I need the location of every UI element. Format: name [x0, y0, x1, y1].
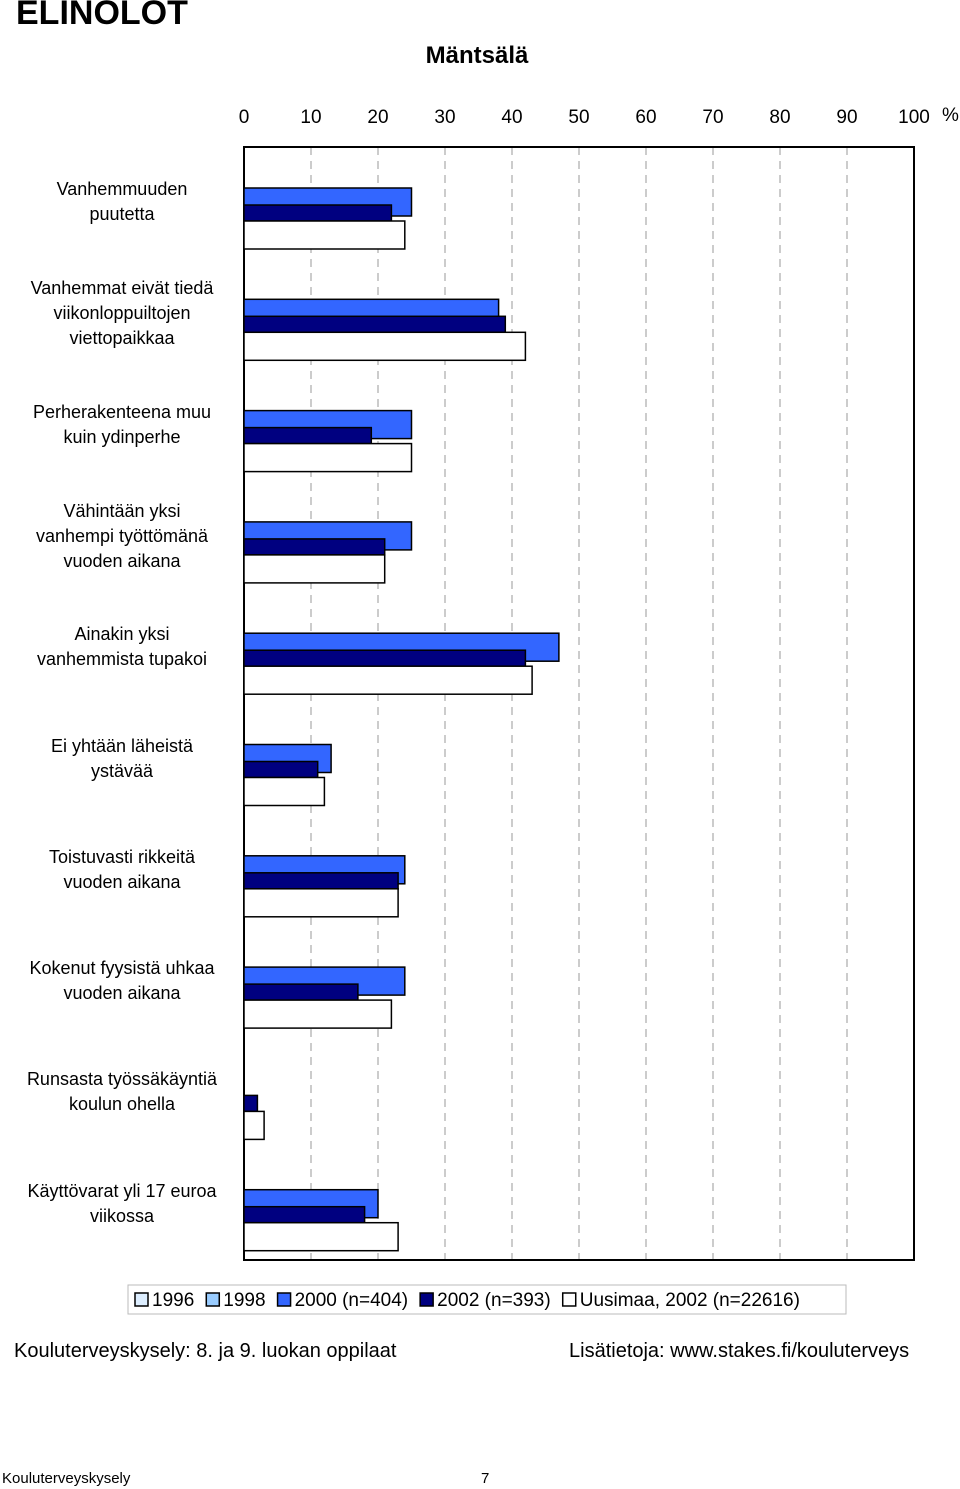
- x-unit: %: [942, 105, 959, 126]
- x-tick-label: 60: [635, 107, 656, 128]
- bar: [243, 999, 393, 1029]
- bar: [243, 315, 507, 334]
- chart-title: Mäntsälä: [425, 42, 529, 69]
- bar: [243, 220, 406, 250]
- x-tick-label: 40: [501, 107, 522, 128]
- x-tick-label: 80: [769, 107, 790, 128]
- bar: [243, 204, 393, 222]
- x-tick-label: 90: [836, 107, 857, 128]
- x-tick-label: 100: [898, 107, 930, 128]
- page-number: 7: [481, 1470, 490, 1487]
- header: ELINOLOT: [16, 0, 188, 32]
- category-label: Käyttövarat yli 17 euroa viikossa: [27, 1180, 217, 1226]
- bar: [243, 665, 533, 695]
- bar: [243, 554, 386, 584]
- legend-label: 2000 (n=404): [295, 1290, 409, 1311]
- category-label: Kokenut fyysistä uhkaa vuoden aikana: [29, 958, 215, 1004]
- legend-label: 1996: [152, 1290, 194, 1311]
- legend-label: 2002 (n=393): [437, 1290, 551, 1311]
- bar: [243, 1110, 265, 1141]
- bar: [243, 649, 527, 667]
- bar: [243, 426, 373, 445]
- bar: [243, 760, 319, 779]
- category-label: Perherakenteena muu kuin ydinperhe: [32, 401, 212, 447]
- bar: [243, 888, 399, 918]
- page-footer: Kouluterveyskysely: [2, 1470, 131, 1487]
- legend-label: 1998: [223, 1290, 265, 1311]
- x-tick-label: 50: [568, 107, 589, 128]
- category-label: Vähintään yksi vanhempi työttömänä vuode…: [35, 500, 209, 571]
- legend-swatch: [419, 1292, 434, 1307]
- footer-left: Kouluterveyskysely: 8. ja 9. luokan oppi…: [14, 1340, 397, 1362]
- legend-swatch: [134, 1292, 149, 1307]
- bar: [243, 1094, 259, 1113]
- category-label: Ainakin yksi vanhemmista tupakoi: [36, 624, 208, 670]
- category-label: Vanhemmuuden puutetta: [56, 179, 188, 224]
- x-tick-label: 30: [434, 107, 455, 128]
- plot-frame: [243, 146, 915, 1261]
- x-tick-label: 10: [300, 107, 321, 128]
- bar: [243, 442, 413, 473]
- category-label: Toistuvasti rikkeitä vuoden aikana: [48, 846, 196, 892]
- bar: [243, 1205, 366, 1224]
- x-tick-label: 0: [239, 107, 250, 128]
- legend-swatch: [561, 1292, 577, 1307]
- legend-label: Uusimaa, 2002 (n=22616): [580, 1290, 800, 1311]
- bar: [243, 538, 386, 556]
- bar: [243, 872, 399, 890]
- bar: [243, 776, 326, 807]
- legend-box: [127, 1284, 847, 1315]
- category-label: Runsasta työssäkäyntiä koulun ohella: [26, 1069, 218, 1115]
- legend-swatch: [205, 1292, 221, 1307]
- x-tick-label: 70: [702, 107, 723, 128]
- x-tick-label: 20: [367, 107, 388, 128]
- bar: [243, 983, 359, 1001]
- category-label: Vanhemmat eivät tiedä viikonloppuiltojen…: [30, 278, 214, 349]
- category-label: Ei yhtään läheistä ystävää: [50, 735, 194, 781]
- bar: [243, 331, 527, 362]
- footer-right: Lisätietoja: www.stakes.fi/kouluterveys: [569, 1340, 910, 1362]
- legend-swatch: [276, 1292, 292, 1307]
- bar: [243, 1221, 399, 1252]
